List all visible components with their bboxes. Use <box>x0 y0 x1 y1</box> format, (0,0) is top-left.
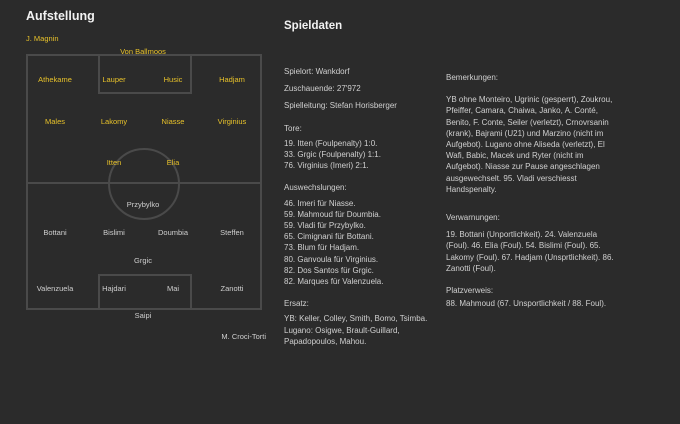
remarks-column: Bemerkungen: YB ohne Monteiro, Ugrinic (… <box>446 72 618 309</box>
player-home[interactable]: Husic <box>163 75 183 84</box>
player-home[interactable]: Lakomy <box>100 117 128 126</box>
player-home[interactable]: Virginius <box>217 117 247 126</box>
player-home[interactable]: Males <box>44 117 66 126</box>
substitutions-label: Auswechslungen: <box>284 183 347 193</box>
player-away[interactable]: Zanotti <box>220 284 244 293</box>
player-away[interactable]: Valenzuela <box>36 284 74 293</box>
player-away[interactable]: Przybylko <box>126 200 160 209</box>
red-card-text: 88. Mahmoud (67. Unsportlichkeit / 88. F… <box>446 299 607 309</box>
substitution-item: 59. Vladi für Przybylko. <box>284 221 366 231</box>
top-penalty-box <box>98 54 192 94</box>
goal-item: 19. Itten (Foulpenalty) 1:0. <box>284 138 378 148</box>
match-info-column: Spielort: Wankdorf Zuschauende: 27'972 S… <box>284 66 434 347</box>
substitutes-home: YB: Keller, Colley, Smith, Bomo, Tsimba. <box>284 314 428 324</box>
away-coach: M. Croci-Torti <box>221 332 266 341</box>
player-home[interactable]: Elia <box>166 158 180 167</box>
goal-item: 33. Grgic (Foulpenalty) 1:1. <box>284 150 381 160</box>
player-away[interactable]: Steffen <box>220 228 244 237</box>
substitutes-label: Ersatz: <box>284 299 309 309</box>
player-home[interactable]: Niasse <box>161 117 185 126</box>
substitution-item: 46. Imeri für Niasse. <box>284 198 356 208</box>
substitution-item: 80. Ganvoula für Virginius. <box>284 254 379 264</box>
center-circle <box>108 148 180 220</box>
remarks-text: YB ohne Monteiro, Ugrinic (gesperrt), Zo… <box>446 95 613 194</box>
goals-label: Tore: <box>284 123 302 133</box>
player-home[interactable]: Von Ballmoos <box>120 47 166 56</box>
attendance: Zuschauende: 27'972 <box>284 84 361 94</box>
warnings-text: 19. Bottani (Unportlichkeit). 24. Valenz… <box>446 230 614 273</box>
warnings-label: Verwarnungen: <box>446 213 500 223</box>
player-away[interactable]: Doumbia <box>157 228 189 237</box>
substitution-item: 73. Blum für Hadjam. <box>284 243 360 253</box>
goal-item: 76. Virginius (Imeri) 2:1. <box>284 161 369 171</box>
player-home[interactable]: Itten <box>106 158 122 167</box>
substitution-item: 65. Cimignani für Bottani. <box>284 232 374 242</box>
lineup-title: Aufstellung <box>26 9 95 23</box>
remarks-label: Bemerkungen: <box>446 73 499 82</box>
referee: Spielleitung: Stefan Horisberger <box>284 101 397 111</box>
player-home[interactable]: Athekame <box>38 75 72 84</box>
substitution-item: 82. Marques für Valenzuela. <box>284 277 384 287</box>
player-away[interactable]: Grgic <box>134 256 152 265</box>
substitution-item: 59. Mahmoud für Doumbia. <box>284 209 381 219</box>
substitution-item: 82. Dos Santos für Grgic. <box>284 265 374 275</box>
player-away[interactable]: Bislimi <box>103 228 125 237</box>
bottom-penalty-box <box>98 274 192 310</box>
pitch <box>26 54 262 310</box>
player-home[interactable]: Hadjam <box>219 75 245 84</box>
home-coach: J. Magnin <box>26 34 59 43</box>
player-away[interactable]: Saipi <box>134 311 152 320</box>
substitutes-away: Lugano: Osigwe, Brault-Guillard, Papadop… <box>284 325 400 346</box>
red-card-label: Platzverweis: <box>446 286 494 296</box>
player-away[interactable]: Hajdari <box>102 284 126 293</box>
venue: Spielort: Wankdorf <box>284 67 350 76</box>
spieldaten-heading: Spieldaten <box>284 20 343 32</box>
player-away[interactable]: Mai <box>166 284 180 293</box>
player-home[interactable]: Lauper <box>102 75 126 84</box>
player-away[interactable]: Bottani <box>43 228 67 237</box>
